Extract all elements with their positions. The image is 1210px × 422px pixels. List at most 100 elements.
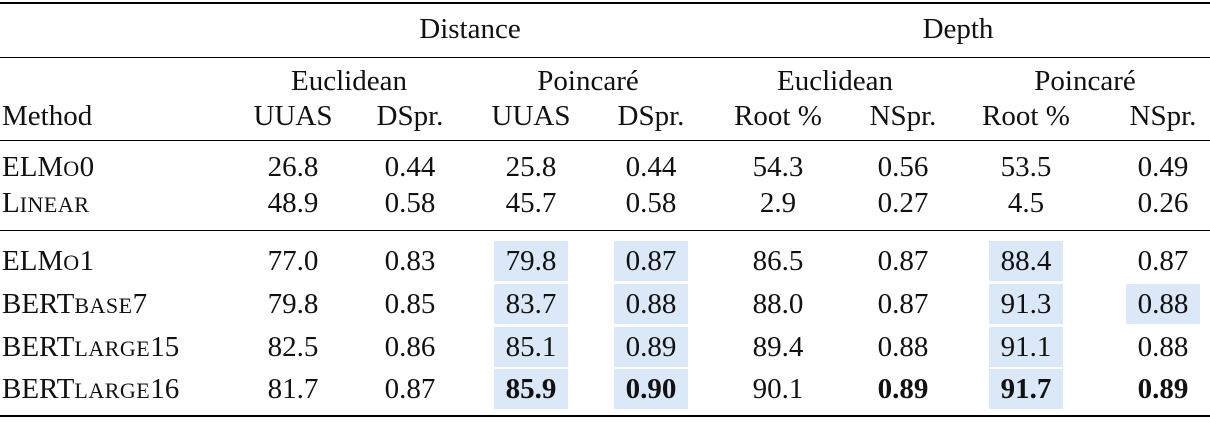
bottom-rule bbox=[0, 415, 1210, 417]
method-name-smallcaps: LARGE bbox=[74, 378, 151, 403]
method-name: BERTLARGE15 bbox=[2, 332, 179, 362]
method-name-suffix: 1 bbox=[79, 245, 95, 277]
group-rule bbox=[0, 57, 1210, 58]
method-name: BERTBASE7 bbox=[2, 289, 147, 319]
table-cell: 45.7 bbox=[505, 187, 557, 219]
table-cell: 4.5 bbox=[1007, 187, 1045, 219]
highlight-cell-bg bbox=[494, 241, 568, 281]
method-header: Method bbox=[2, 100, 93, 132]
table-cell: 0.89 bbox=[1137, 373, 1189, 405]
method-name: ELMO0 bbox=[2, 152, 94, 182]
highlight-cell-bg bbox=[614, 369, 688, 409]
table-cell: 0.88 bbox=[877, 331, 929, 363]
table-cell: 0.89 bbox=[877, 373, 929, 405]
table-cell: 79.8 bbox=[267, 288, 319, 320]
table-cell: 0.89 bbox=[625, 331, 677, 363]
table-cell: 0.85 bbox=[384, 288, 436, 320]
table-cell: 90.1 bbox=[752, 373, 804, 405]
table-cell: 0.90 bbox=[625, 373, 677, 405]
table-cell: 88.4 bbox=[1000, 245, 1052, 277]
table-cell: 77.0 bbox=[267, 245, 319, 277]
table-cell: 91.7 bbox=[1000, 373, 1052, 405]
method-name-smallcaps: INEAR bbox=[19, 192, 90, 217]
table-cell: 2.9 bbox=[759, 187, 797, 219]
method-name-caps: L bbox=[2, 187, 20, 219]
highlight-cell-bg bbox=[989, 327, 1063, 367]
highlight-cell-bg bbox=[989, 369, 1063, 409]
method-name-smallcaps: LARGE bbox=[74, 336, 151, 361]
highlight-cell-bg bbox=[494, 284, 568, 324]
method-name-smallcaps: BASE bbox=[74, 293, 133, 318]
column-header: DSpr. bbox=[376, 100, 444, 132]
method-name: ELMO1 bbox=[2, 246, 94, 276]
table-cell: 91.1 bbox=[1000, 331, 1052, 363]
table-cell: 0.56 bbox=[877, 151, 929, 183]
method-name-caps: ELM bbox=[2, 151, 64, 183]
table-cell: 0.27 bbox=[877, 187, 929, 219]
table-cell: 0.26 bbox=[1137, 187, 1189, 219]
table-cell: 0.88 bbox=[625, 288, 677, 320]
table-cell: 0.87 bbox=[1137, 245, 1189, 277]
table-cell: 0.49 bbox=[1137, 151, 1189, 183]
table-cell: 83.7 bbox=[505, 288, 557, 320]
table-cell: 0.58 bbox=[384, 187, 436, 219]
method-name-caps: BERT bbox=[2, 373, 75, 405]
table-cell: 91.3 bbox=[1000, 288, 1052, 320]
highlight-cell-bg bbox=[614, 241, 688, 281]
table-cell: 0.88 bbox=[1137, 331, 1189, 363]
method-name-suffix: 0 bbox=[79, 151, 95, 183]
table-cell: 89.4 bbox=[752, 331, 804, 363]
column-header: NSpr. bbox=[1129, 100, 1197, 132]
highlight-cell-bg bbox=[989, 241, 1063, 281]
column-header: UUAS bbox=[253, 100, 333, 132]
table-cell: 26.8 bbox=[267, 151, 319, 183]
method-name-suffix: 15 bbox=[150, 331, 180, 363]
table-cell: 88.0 bbox=[752, 288, 804, 320]
table-cell: 54.3 bbox=[752, 151, 804, 183]
subgroup-depth-poincare: Poincaré bbox=[1034, 65, 1136, 97]
table-cell: 0.44 bbox=[384, 151, 436, 183]
table-cell: 0.44 bbox=[625, 151, 677, 183]
column-header: Root % bbox=[734, 100, 822, 132]
column-header: NSpr. bbox=[869, 100, 937, 132]
highlight-cell-bg bbox=[1126, 284, 1200, 324]
table-cell: 86.5 bbox=[752, 245, 804, 277]
group-header-depth: Depth bbox=[922, 13, 994, 45]
table-cell: 79.8 bbox=[505, 245, 557, 277]
section-rule bbox=[0, 230, 1210, 231]
table-cell: 48.9 bbox=[267, 187, 319, 219]
subgroup-distance-euclidean: Euclidean bbox=[291, 65, 407, 97]
table-cell: 81.7 bbox=[267, 373, 319, 405]
column-header: Root % bbox=[982, 100, 1070, 132]
table-cell: 85.1 bbox=[505, 331, 557, 363]
table-cell: 82.5 bbox=[267, 331, 319, 363]
group-header-distance: Distance bbox=[419, 13, 521, 45]
subgroup-depth-euclidean: Euclidean bbox=[777, 65, 893, 97]
table-cell: 85.9 bbox=[505, 373, 557, 405]
method-name-smallcaps: O bbox=[63, 250, 80, 275]
table-cell: 0.87 bbox=[877, 288, 929, 320]
method-name-smallcaps: O bbox=[63, 156, 80, 181]
table-cell: 0.87 bbox=[384, 373, 436, 405]
table-cell: 0.88 bbox=[1137, 288, 1189, 320]
method-name-suffix: 16 bbox=[150, 373, 180, 405]
table-cell: 0.83 bbox=[384, 245, 436, 277]
table-cell: 0.58 bbox=[625, 187, 677, 219]
method-name: BERTLARGE16 bbox=[2, 374, 179, 404]
column-header: DSpr. bbox=[617, 100, 685, 132]
method-name-caps: ELM bbox=[2, 245, 64, 277]
header-rule bbox=[0, 140, 1210, 141]
highlight-cell-bg bbox=[494, 369, 568, 409]
method-name-caps: BERT bbox=[2, 331, 75, 363]
column-header: UUAS bbox=[491, 100, 571, 132]
table-cell: 25.8 bbox=[505, 151, 557, 183]
method-name: LINEAR bbox=[2, 188, 89, 218]
table-cell: 0.86 bbox=[384, 331, 436, 363]
method-name-caps: BERT bbox=[2, 288, 75, 320]
subgroup-distance-poincare: Poincaré bbox=[537, 65, 639, 97]
top-rule bbox=[0, 2, 1210, 4]
table-cell: 0.87 bbox=[625, 245, 677, 277]
table-cell: 0.87 bbox=[877, 245, 929, 277]
table-cell: 53.5 bbox=[1000, 151, 1052, 183]
